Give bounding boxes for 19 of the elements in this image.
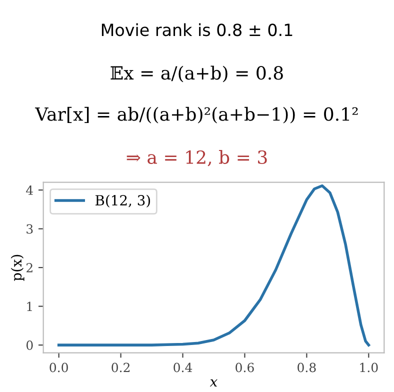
y-tick-label: 3	[26, 224, 33, 234]
x-tick-label: 0.8	[298, 362, 316, 372]
y-tick-label: 0	[26, 340, 33, 350]
y-tick-label: 4	[26, 186, 33, 195]
x-tick-label: 0.2	[112, 362, 130, 372]
x-tick-label: 0.6	[236, 362, 254, 372]
y-tick-label: 2	[26, 263, 32, 272]
line-series	[57, 184, 370, 346]
x-tick-label: 1.0	[360, 362, 378, 372]
x-axis-title: x	[210, 379, 218, 387]
legend-label: B(12, 3)	[95, 194, 150, 208]
y-axis-title: p(x)	[10, 254, 24, 281]
x-tick-label: 0.0	[50, 362, 68, 372]
text: 𝔼x = a/(a+b) = 0.8	[110, 66, 283, 82]
chart-title: Movie rank is 0.8 ± 0.1	[102, 23, 292, 36]
x-tick-label: 0.4	[174, 362, 192, 372]
text: ⇒ a = 12, b = 3	[126, 150, 267, 166]
text: Var[x] = ab/((a+b)²(a+b−1)) = 0.1²	[34, 106, 358, 124]
y-tick-label: 1	[27, 302, 32, 312]
